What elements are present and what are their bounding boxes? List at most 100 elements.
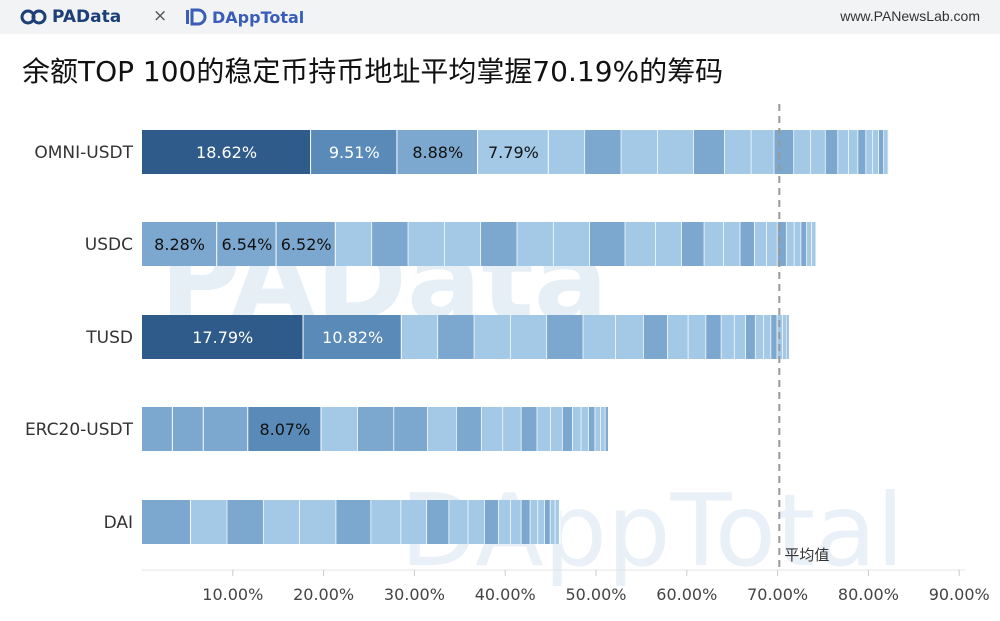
bar-segment [723,222,741,266]
bar-segment [517,222,554,266]
x-tick-label: 20.00% [293,585,354,604]
bar-segment [583,315,616,359]
bar-segment [357,407,395,451]
segment-label: 8.28% [154,235,205,254]
bar-segment [740,222,755,266]
bar-segment [544,500,551,544]
bar-segment [142,315,304,359]
bar-segment [704,222,724,266]
bar-segment [321,407,358,451]
bar-segment [142,130,312,174]
bar-segment [503,407,522,451]
bar-segment [777,222,787,266]
segment-label: 9.51% [329,143,380,162]
bar-segment [721,315,735,359]
x-tick-label: 30.00% [384,585,445,604]
bar-segment [481,407,504,451]
bar-segment [667,315,689,359]
bar-segment [538,500,545,544]
bar-segment [555,500,560,544]
bar-segment [371,500,402,544]
bar-segment [693,130,725,174]
average-label: 平均值 [784,546,829,564]
bar-segment [764,315,772,359]
bar-segment [825,130,839,174]
bar-segment [142,222,218,266]
bar-segment [605,407,609,451]
bar-segment [401,500,428,544]
bar-segment [787,315,790,359]
bar-segment [372,222,409,266]
segment-label: 7.79% [488,143,539,162]
bar-segment [521,500,531,544]
bar-segment [745,315,756,359]
bar-segment [498,500,512,544]
bar-segment [811,130,826,174]
bar-segment [478,130,549,174]
bar-segment [706,315,722,359]
bar-segment [595,407,601,451]
bar-segment [588,407,596,451]
x-tick-label: 40.00% [475,585,536,604]
x-tick-label: 60.00% [656,585,717,604]
bar-segment [394,407,428,451]
bar-segment [521,407,538,451]
bar-segment [643,315,668,359]
brand-separator: × [153,6,168,26]
bar-segment [688,315,707,359]
bar-segment [530,500,539,544]
bar-segment [276,222,336,266]
bar-segment [408,222,445,266]
category-label: DAI [104,513,133,533]
bar-segment [585,130,622,174]
category-label: ERC20-USDT [25,420,134,440]
x-tick-label: 80.00% [838,585,899,604]
bar-segment [481,222,518,266]
segment-label: 10.82% [322,328,383,347]
bar-segment [449,500,469,544]
bar-segment [227,500,264,544]
bar-segment [848,130,859,174]
bar-segment [657,130,694,174]
bar-segment [807,222,813,266]
bar-segment [191,500,228,544]
category-label: USDC [85,235,133,255]
site-url: www.PANewsLab.com [840,8,980,24]
bar-segment [427,407,457,451]
bar-segment [444,222,482,266]
bar-segment [873,130,879,174]
bar-segment [335,222,373,266]
bar-segment [172,407,204,451]
bar-segment [510,315,548,359]
bar-segment [866,130,874,174]
bar-segment [548,130,586,174]
bar-segment [299,500,337,544]
bar-segment [655,222,682,266]
bar-segment [600,407,606,451]
bar-segment [553,222,591,266]
bar-segment [550,407,563,451]
bar-segment [884,130,889,174]
bar-segment [142,407,173,451]
x-tick-label: 50.00% [565,585,626,604]
x-tick-label: 90.00% [929,585,990,604]
bar-segment [248,407,322,451]
bar-segment [336,500,372,544]
bar-segment [142,500,192,544]
bar-segment [263,500,300,544]
bar-segment [754,222,768,266]
bar-segment [456,407,482,451]
bar-segment [474,315,511,359]
bar-segment [858,130,867,174]
bar-segment [217,222,277,266]
bar-segment [468,500,485,544]
padata-brand-text: PAData [52,7,122,27]
bar-segment [794,222,802,266]
dapptotal-logo-icon [186,8,207,26]
padata-logo-icon [20,9,47,25]
padata-logo: PAData [20,6,121,28]
bar-segment [767,222,778,266]
bar-segment [794,130,812,174]
bar-segment [782,315,788,359]
